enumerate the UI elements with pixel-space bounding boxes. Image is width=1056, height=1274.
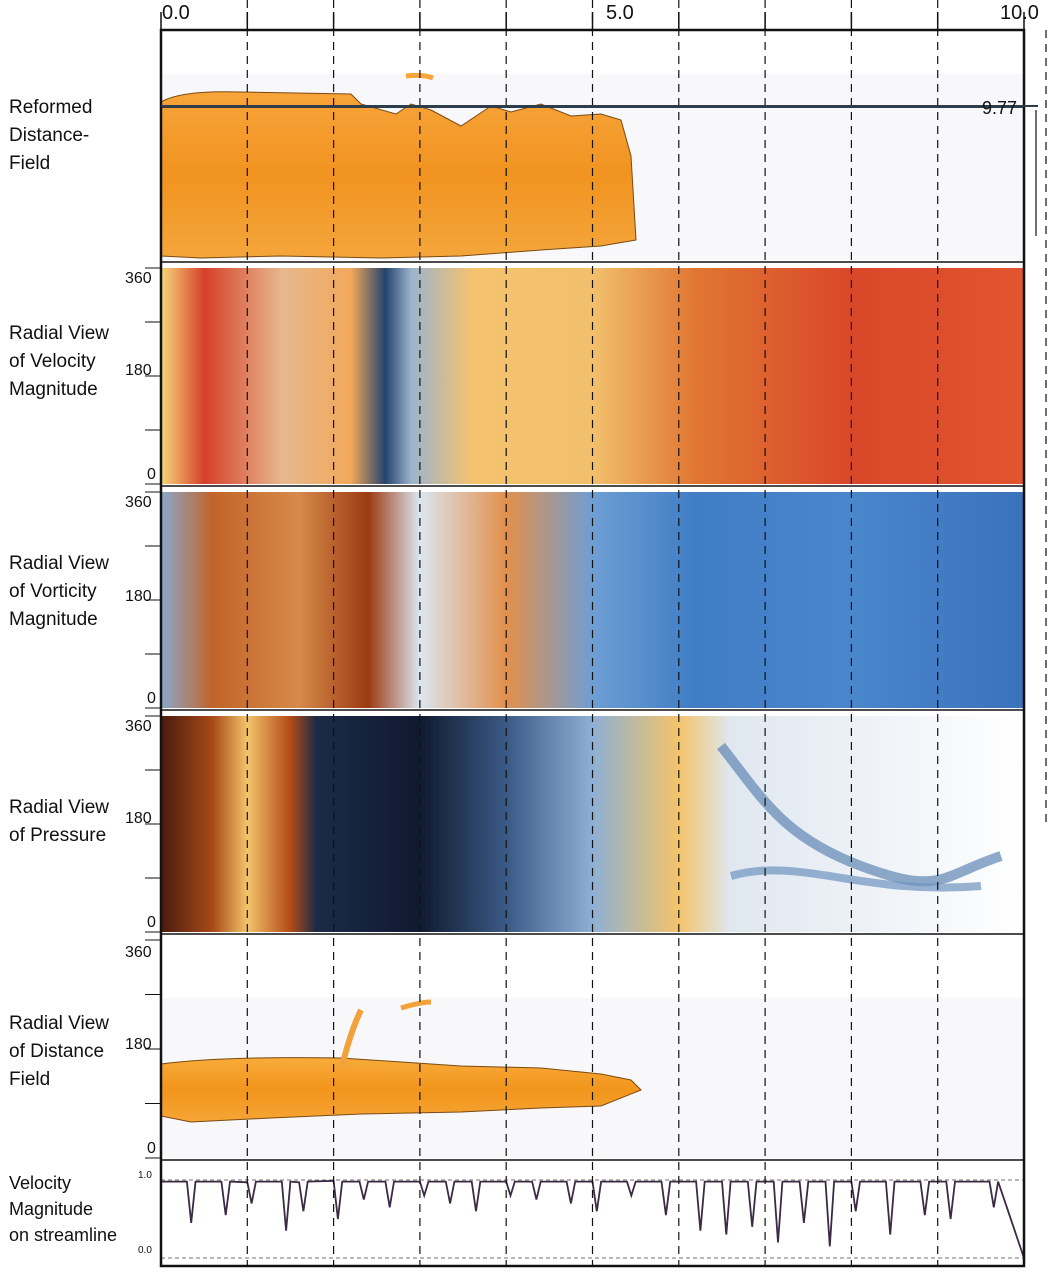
streamline-series-line bbox=[161, 1179, 1024, 1259]
ytick-velocity-360: 360 bbox=[125, 270, 152, 287]
panel-distance-field-reformed bbox=[161, 30, 1024, 260]
ytick-velocity-180: 180 bbox=[125, 362, 152, 379]
ytick-vorticity-0: 0 bbox=[147, 690, 156, 707]
x-tick-5: 5.0 bbox=[606, 2, 634, 24]
panel-vorticity bbox=[161, 492, 1024, 708]
ytick-vorticity-180: 180 bbox=[125, 588, 152, 605]
ytick-vorticity-360: 360 bbox=[125, 494, 152, 511]
row-label-velocity: Radial View of Velocity Magnitude bbox=[9, 323, 109, 400]
left-ticks bbox=[145, 267, 161, 1159]
ytick-distance-0: 0 bbox=[147, 1140, 156, 1157]
panel-distance-field-radial bbox=[161, 940, 1024, 1158]
top-ticks bbox=[160, 12, 1025, 30]
distance-field-radial-image bbox=[161, 998, 1024, 1158]
marker-value-label: 9.77 bbox=[982, 98, 1018, 118]
row-label-streamline: Velocity Magnitude on streamline bbox=[9, 1173, 118, 1245]
ytick-streamline-0: 0.0 bbox=[138, 1245, 152, 1256]
row-label-distance-field-radial: Radial View of Distance Field bbox=[9, 1013, 109, 1090]
velocity-image bbox=[161, 268, 1024, 484]
ytick-distance-180: 180 bbox=[125, 1036, 152, 1053]
distance-field-reformed-image bbox=[161, 72, 1024, 260]
ytick-streamline-1: 1.0 bbox=[138, 1170, 152, 1181]
x-tick-10: 10.0 bbox=[1000, 2, 1039, 24]
ytick-pressure-0: 0 bbox=[147, 914, 156, 931]
row-label-distance-field-reformed: Reformed Distance- Field bbox=[9, 97, 93, 174]
row-label-pressure: Radial View of Pressure bbox=[9, 797, 109, 846]
ytick-distance-360: 360 bbox=[125, 944, 152, 961]
panel-streamline bbox=[161, 1166, 1024, 1266]
ytick-velocity-0: 0 bbox=[147, 466, 156, 483]
pressure-image bbox=[161, 716, 1024, 932]
panel-pressure bbox=[161, 716, 1024, 932]
panel-velocity bbox=[161, 268, 1024, 484]
vorticity-image bbox=[161, 492, 1024, 708]
ytick-pressure-360: 360 bbox=[125, 718, 152, 735]
streamline-plot bbox=[161, 1179, 1024, 1259]
x-tick-0: 0.0 bbox=[162, 2, 190, 24]
ytick-pressure-180: 180 bbox=[125, 810, 152, 827]
row-label-vorticity: Radial View of Vorticity Magnitude bbox=[9, 553, 109, 630]
